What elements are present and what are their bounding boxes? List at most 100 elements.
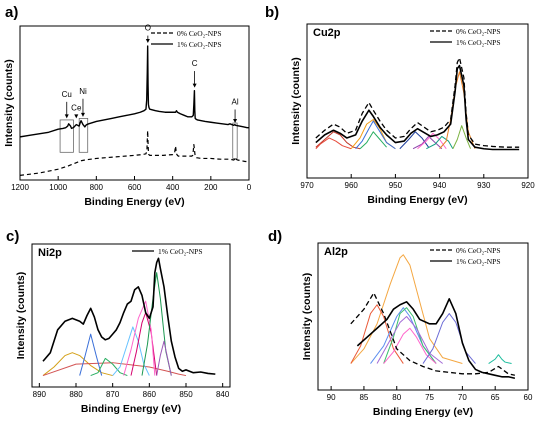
series-line-b-1 <box>315 64 520 151</box>
x-tick-label-a: 400 <box>166 183 180 192</box>
x-tick-label-a: 1200 <box>11 183 29 192</box>
x-tick-label-b: 960 <box>345 181 359 190</box>
x-tick-label-a: 0 <box>247 183 252 192</box>
panel-a: a) 1200 1000 800 600 400 200 0 Binding Energy (e… <box>3 4 252 208</box>
x-tick-label-c: 840 <box>216 390 230 399</box>
plot-frame-b <box>306 23 529 179</box>
annotation-label-a: Ce <box>71 104 82 113</box>
fit-component-c-1 <box>42 352 113 377</box>
fit-component-d-5 <box>383 307 437 364</box>
y-axis-label-b: Intensity (counts) <box>290 57 302 145</box>
y-axis-label-c: Intensity (counts) <box>15 272 27 360</box>
annotation-arrowhead-a <box>192 83 197 88</box>
annotation-label-a: O <box>145 24 151 33</box>
series-line-c-0 <box>42 257 216 375</box>
fit-component-b-11 <box>439 71 476 150</box>
x-tick-label-c: 880 <box>69 390 83 399</box>
x-tick-label-d: 80 <box>392 393 401 402</box>
region-box-a <box>59 119 74 153</box>
legend-entry-d: 0% CeO₂-NPS <box>456 246 501 255</box>
x-axis-label-b: Binding Energy (eV) <box>367 194 467 206</box>
panel-label-a: a) <box>5 4 18 21</box>
x-tick-label-d: 70 <box>458 393 467 402</box>
plot-frame-c <box>31 243 231 388</box>
y-axis-label-a: Intensity (counts) <box>3 59 15 147</box>
x-tick-label-d: 85 <box>359 393 368 402</box>
legend-c: 1% CeO₂-NPS <box>132 247 203 256</box>
panel-label-c: c) <box>6 228 19 245</box>
panel-title-b: Cu2p <box>313 27 341 39</box>
x-tick-label-d: 90 <box>327 393 336 402</box>
panel-label-b: b) <box>265 4 279 21</box>
series-line-a-0 <box>20 45 249 138</box>
x-tick-label-c: 870 <box>106 390 120 399</box>
series-line-a-1 <box>20 130 249 176</box>
annotation-arrowhead-a <box>233 119 238 124</box>
x-tick-label-a: 200 <box>204 183 218 192</box>
x-tick-label-b: 920 <box>521 181 535 190</box>
plot-frame-a <box>19 25 250 181</box>
x-tick-label-d: 65 <box>491 393 500 402</box>
fit-component-d-3 <box>350 304 404 364</box>
panel-label-d: d) <box>268 228 282 245</box>
fit-component-b-9 <box>417 132 447 150</box>
x-tick-label-b: 940 <box>433 181 447 190</box>
region-box-a <box>232 122 238 159</box>
x-axis-label-a: Binding Energy (eV) <box>84 196 184 208</box>
x-tick-label-a: 1000 <box>49 183 67 192</box>
region-box-a <box>78 118 89 153</box>
x-tick-label-b: 930 <box>477 181 491 190</box>
legend-entry-b: 0% CeO₂-NPS <box>456 27 501 36</box>
x-tick-label-a: 800 <box>90 183 104 192</box>
panel-d: d) Al2p 90 85 80 75 70 65 60 Binding Energy (eV) I… <box>268 228 533 418</box>
legend-a: 0% CeO₂-NPS 1% CeO₂-NPS <box>151 29 222 49</box>
fit-component-c-9 <box>156 340 172 376</box>
x-tick-label-b: 970 <box>300 181 314 190</box>
annotation-label-a: Ni <box>79 87 87 96</box>
legend-entry-a: 0% CeO₂-NPS <box>177 29 222 38</box>
annotation-arrowhead-a <box>145 38 150 43</box>
fit-component-c-8 <box>141 272 172 376</box>
legend-d: 0% CeO₂-NPS 1% CeO₂-NPS <box>430 246 501 266</box>
x-tick-label-c: 860 <box>143 390 157 399</box>
fit-component-b-6 <box>359 131 387 150</box>
legend-entry-b: 1% CeO₂-NPS <box>456 38 501 47</box>
x-tick-label-d: 60 <box>524 393 533 402</box>
legend-entry-a: 1% CeO₂-NPS <box>177 40 222 49</box>
fit-component-b-3 <box>315 137 352 150</box>
fit-component-c-2 <box>42 362 187 377</box>
fit-component-c-3 <box>79 333 103 376</box>
x-axis-label-d: Binding Energy (eV) <box>373 406 473 418</box>
fit-component-b-12 <box>452 125 472 149</box>
legend-entry-c: 1% CeO₂-NPS <box>158 247 203 256</box>
annotation-label-a: Cu <box>62 90 72 99</box>
legend-b: 0% CeO₂-NPS 1% CeO₂-NPS <box>430 27 501 47</box>
legend-entry-d: 1% CeO₂-NPS <box>456 257 501 266</box>
annotation-arrowhead-a <box>80 112 85 117</box>
panel-title-d: Al2p <box>324 246 348 258</box>
series-line-d-1 <box>356 298 516 380</box>
fit-component-c-7 <box>123 300 156 376</box>
annotation-arrowhead-a <box>64 114 69 119</box>
fit-component-b-10 <box>426 135 454 150</box>
panel-c: c) Ni2p 890 880 870 860 850 840 Binding Energy (… <box>6 228 231 415</box>
x-tick-label-d: 75 <box>425 393 434 402</box>
panel-title-c: Ni2p <box>38 247 62 259</box>
annotation-arrowhead-a <box>74 114 79 119</box>
panel-b: b) Cu2p 970 960 950 940 930 920 Binding Energy (… <box>265 4 535 206</box>
y-axis-label-d: Intensity (counts) <box>301 273 313 361</box>
x-axis-label-c: Binding Energy (eV) <box>81 403 181 415</box>
plot-frame-d <box>317 242 529 391</box>
x-tick-label-a: 600 <box>128 183 142 192</box>
x-tick-label-c: 890 <box>33 390 47 399</box>
fit-component-d-9 <box>488 354 512 365</box>
annotation-label-a: Al <box>232 98 239 107</box>
fit-component-c-4 <box>90 357 128 377</box>
series-line-d-0 <box>350 292 516 376</box>
fit-component-b-5 <box>355 120 396 150</box>
x-tick-label-c: 850 <box>179 390 193 399</box>
x-tick-label-b: 950 <box>389 181 403 190</box>
annotation-label-a: C <box>192 59 198 68</box>
fit-component-d-7 <box>383 327 437 364</box>
